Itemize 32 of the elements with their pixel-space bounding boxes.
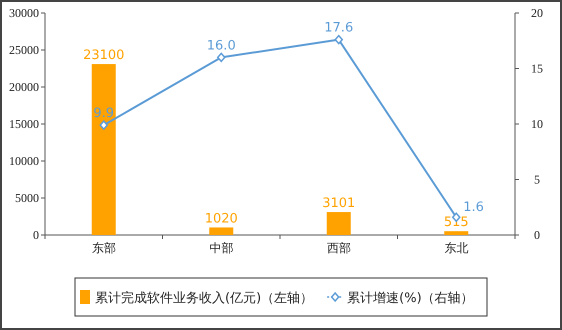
- y-tick-label: 0: [33, 228, 39, 242]
- y-tick-label: 5000: [15, 191, 39, 205]
- point: [334, 34, 343, 44]
- y2-tick-label: 0: [534, 228, 540, 242]
- y-tick-label: 15000: [9, 117, 39, 131]
- y-tick-label: 10000: [9, 154, 39, 168]
- point: [100, 120, 108, 130]
- y-tick-label: 25000: [9, 43, 39, 57]
- bar: [92, 64, 116, 235]
- bar: [444, 231, 468, 235]
- x-tick-label: 中部: [209, 241, 234, 255]
- y2-tick-label: 5: [534, 172, 540, 186]
- y2-tick-label: 10: [531, 117, 543, 131]
- data-label: 3101: [322, 196, 356, 212]
- x-tick-label: 西部: [326, 241, 351, 255]
- y-tick-label: 30000: [9, 6, 39, 20]
- bar: [209, 227, 234, 235]
- legend-label: 累计增速(%)（右轴）: [347, 291, 474, 306]
- data-label: 16.0: [206, 38, 236, 54]
- data-label: 9.9: [93, 106, 114, 122]
- x-tick-label: 东部: [92, 241, 116, 255]
- y-tick-label: 20000: [9, 80, 39, 94]
- y2-tick-label: 20: [531, 6, 543, 20]
- data-label: 17.6: [324, 20, 354, 36]
- y2-tick-label: 15: [531, 62, 543, 76]
- data-label: 1.6: [463, 200, 484, 216]
- legend-label: 累计完成软件业务收入(亿元)（左轴）: [95, 290, 314, 306]
- bar: [326, 212, 351, 235]
- point: [217, 52, 226, 62]
- x-tick-label: 东北: [444, 241, 468, 255]
- data-label: 1020: [204, 211, 238, 226]
- data-label: 23100: [83, 48, 124, 64]
